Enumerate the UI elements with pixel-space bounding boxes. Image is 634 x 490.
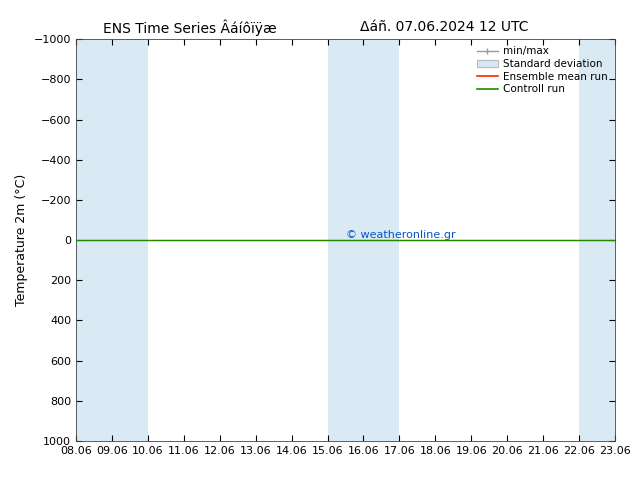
Text: Δáñ. 07.06.2024 12 UTC: Δáñ. 07.06.2024 12 UTC [359, 20, 528, 34]
Y-axis label: Temperature 2m (°C): Temperature 2m (°C) [15, 174, 29, 306]
Bar [328, 39, 399, 441]
Text: ENS Time Series Âáíôïÿæ: ENS Time Series Âáíôïÿæ [103, 20, 277, 36]
Bar [579, 39, 634, 441]
Text: © weatheronline.gr: © weatheronline.gr [346, 230, 455, 240]
Legend: min/max, Standard deviation, Ensemble mean run, Controll run: min/max, Standard deviation, Ensemble me… [475, 45, 610, 97]
Bar [76, 39, 148, 441]
